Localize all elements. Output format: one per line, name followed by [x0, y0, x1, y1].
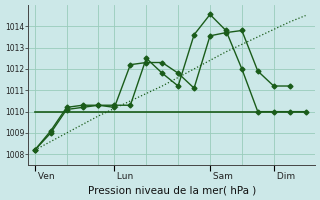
X-axis label: Pression niveau de la mer( hPa ): Pression niveau de la mer( hPa ): [88, 185, 256, 195]
